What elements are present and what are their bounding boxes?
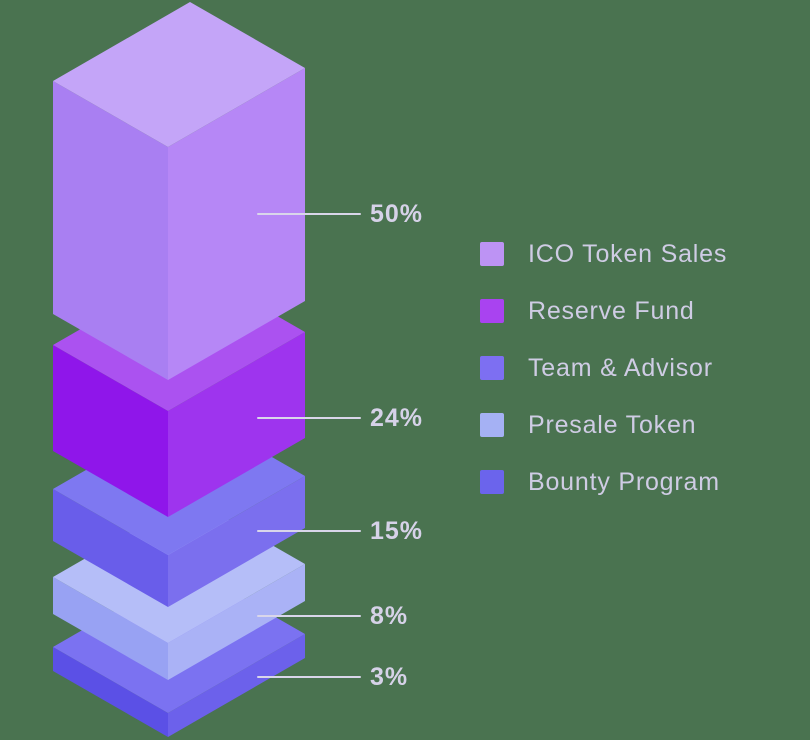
reserve-fund-left-face	[53, 345, 168, 517]
legend-label-bounty-program: Bounty Program	[528, 467, 720, 496]
ico-token-sales-left-face	[53, 81, 168, 380]
legend-label-reserve-fund: Reserve Fund	[528, 296, 695, 325]
legend-swatch-bounty-program	[480, 470, 504, 494]
callout-label-8: 8%	[370, 602, 408, 630]
legend-swatch-presale-token	[480, 413, 504, 437]
legend-label-ico-token-sales: ICO Token Sales	[528, 239, 728, 268]
legend-label-team-advisor: Team & Advisor	[528, 353, 713, 382]
presale-token-right-face	[168, 564, 305, 680]
presale-token-left-face	[53, 577, 168, 680]
legend-item-bounty-program: Bounty Program	[480, 467, 727, 496]
callout-label-50: 50%	[370, 200, 423, 228]
legend-item-ico-token-sales: ICO Token Sales	[480, 239, 728, 268]
ico-token-sales-top-face	[53, 2, 305, 147]
legend: ICO Token Sales Reserve Fund Team & Advi…	[480, 239, 728, 496]
bounty-program-right-face	[168, 634, 305, 737]
reserve-fund-right-face	[168, 332, 305, 517]
ico-token-sales-right-face	[168, 68, 305, 380]
bounty-program-left-face	[53, 647, 168, 737]
team-advisor-right-face	[168, 476, 305, 607]
callout-bounty-program: 3%	[257, 663, 408, 691]
callout-presale-token: 8%	[257, 602, 408, 630]
legend-label-presale-token: Presale Token	[528, 410, 697, 439]
callout-label-3: 3%	[370, 663, 408, 691]
legend-item-team-advisor: Team & Advisor	[480, 353, 727, 382]
legend-swatch-reserve-fund	[480, 299, 504, 323]
callout-reserve-fund: 24%	[257, 404, 423, 432]
legend-item-reserve-fund: Reserve Fund	[480, 296, 727, 325]
callout-ico-token-sales: 50%	[257, 200, 423, 228]
legend-swatch-team-advisor	[480, 356, 504, 380]
callout-label-24: 24%	[370, 404, 423, 432]
legend-item-presale-token: Presale Token	[480, 410, 727, 439]
legend-swatch-ico-token-sales	[480, 242, 504, 266]
block-ico-token-sales	[53, 2, 305, 380]
team-advisor-left-face	[53, 489, 168, 607]
callout-label-15: 15%	[370, 517, 423, 545]
callout-team-advisor: 15%	[257, 517, 423, 545]
